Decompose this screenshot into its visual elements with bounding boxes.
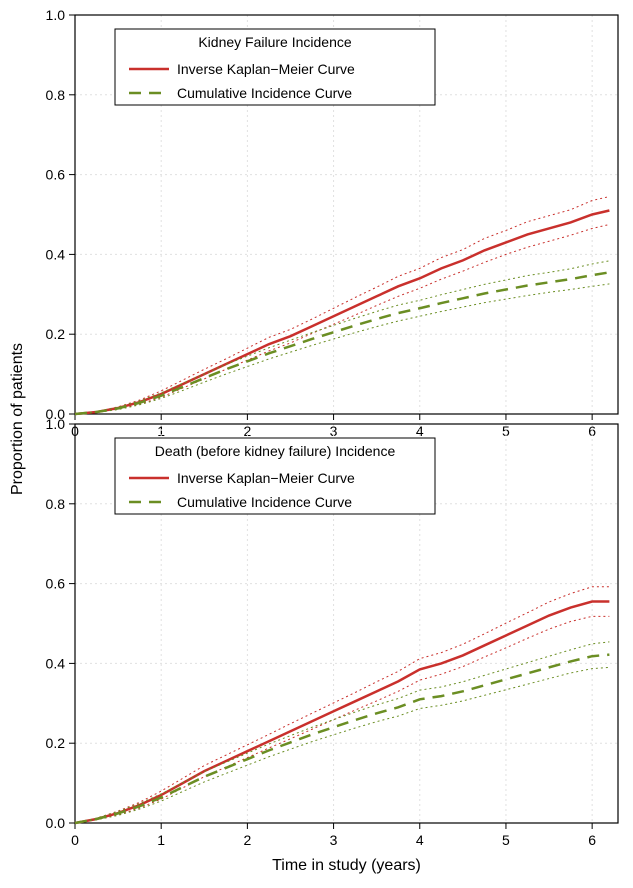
legend-label: Cumulative Incidence Curve — [177, 85, 352, 101]
ytick-label: 0.2 — [46, 735, 66, 751]
ytick-label: 0.6 — [46, 576, 66, 592]
xtick-label: 1 — [157, 832, 165, 848]
legend-label: Inverse Kaplan−Meier Curve — [177, 470, 355, 486]
series-band-1 — [75, 261, 609, 414]
panel-1: 0.0 0.2 0.4 0.6 0.8 1.0 0 1 2 3 4 5 6 Death (before k… — [46, 416, 618, 848]
ytick-label: 0.6 — [46, 167, 66, 183]
xtick-label: 2 — [243, 832, 251, 848]
xtick-label: 3 — [330, 832, 338, 848]
chart-svg: Proportion of patients Time in study (yea… — [0, 0, 633, 888]
panel-0: 0.00.20.40.60.81.00123456Kidney Failure … — [46, 7, 618, 439]
legend-title: Death (before kidney failure) Incidence — [155, 443, 396, 459]
series-line-0 — [75, 211, 609, 414]
series-band-1 — [75, 642, 609, 823]
ytick-label: 1.0 — [46, 416, 66, 432]
xtick-label: 4 — [416, 832, 424, 848]
figure-container: Proportion of patients Time in study (yea… — [0, 0, 633, 888]
ytick-label: 0.4 — [46, 246, 66, 262]
series-band-0 — [75, 197, 609, 414]
xtick-label: 0 — [71, 832, 79, 848]
ylabel: Proportion of patients — [9, 343, 26, 495]
ytick-label: 0.4 — [46, 655, 66, 671]
xtick-label: 6 — [588, 832, 596, 848]
ytick-label: 1.0 — [46, 7, 66, 23]
ytick-label: 0.0 — [46, 815, 66, 831]
xlabel: Time in study (years) — [272, 857, 421, 874]
series-line-1 — [75, 272, 609, 414]
ytick-label: 0.8 — [46, 87, 66, 103]
series-band-0 — [75, 587, 609, 823]
series-band-0 — [75, 224, 609, 414]
series-line-0 — [75, 602, 609, 823]
xtick-label: 5 — [502, 832, 510, 848]
ytick-label: 0.2 — [46, 326, 66, 342]
ytick-label: 0.8 — [46, 496, 66, 512]
legend-label: Inverse Kaplan−Meier Curve — [177, 61, 355, 77]
legend-title: Kidney Failure Incidence — [198, 34, 352, 50]
series-band-0 — [75, 616, 609, 823]
legend-label: Cumulative Incidence Curve — [177, 494, 352, 510]
